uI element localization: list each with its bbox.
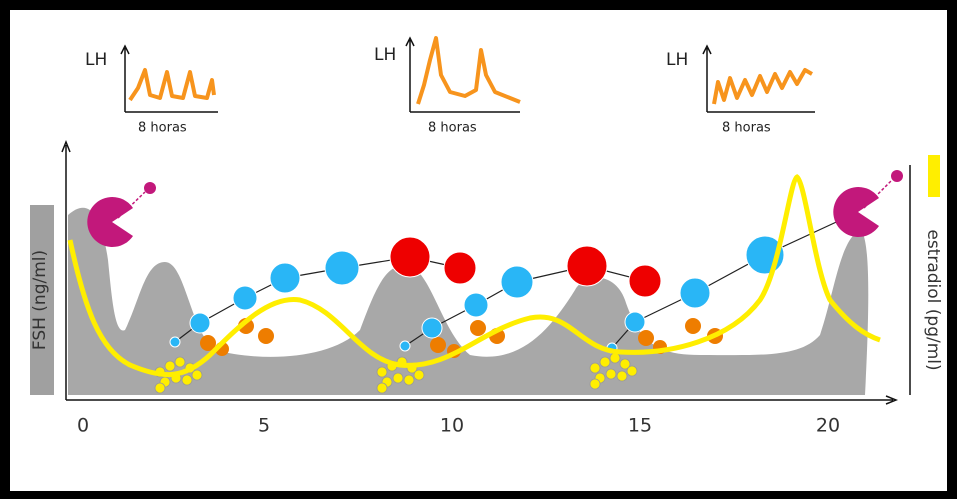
x-tick-label: 5 [258, 415, 270, 437]
inset-label: LH [85, 50, 107, 70]
inset-label: LH [666, 50, 688, 70]
inset-caption: 8 horas [722, 121, 771, 136]
x-tick-label: 0 [77, 415, 89, 437]
x-tick-label: 20 [816, 415, 840, 437]
fsh-axis-label: FSH (ng/ml) [30, 250, 50, 350]
estradiol-axis-label: estradiol (pg/ml) [923, 229, 943, 370]
estradiol-legend-bar [928, 155, 940, 197]
diagram: LH 8 horas LH 8 horas LH 8 horas [0, 0, 957, 499]
x-tick-label: 10 [440, 415, 464, 437]
x-tick-label: 15 [628, 415, 652, 437]
inset-label: LH [374, 45, 396, 65]
inset-caption: 8 horas [138, 121, 187, 136]
inset-caption: 8 horas [428, 121, 477, 136]
